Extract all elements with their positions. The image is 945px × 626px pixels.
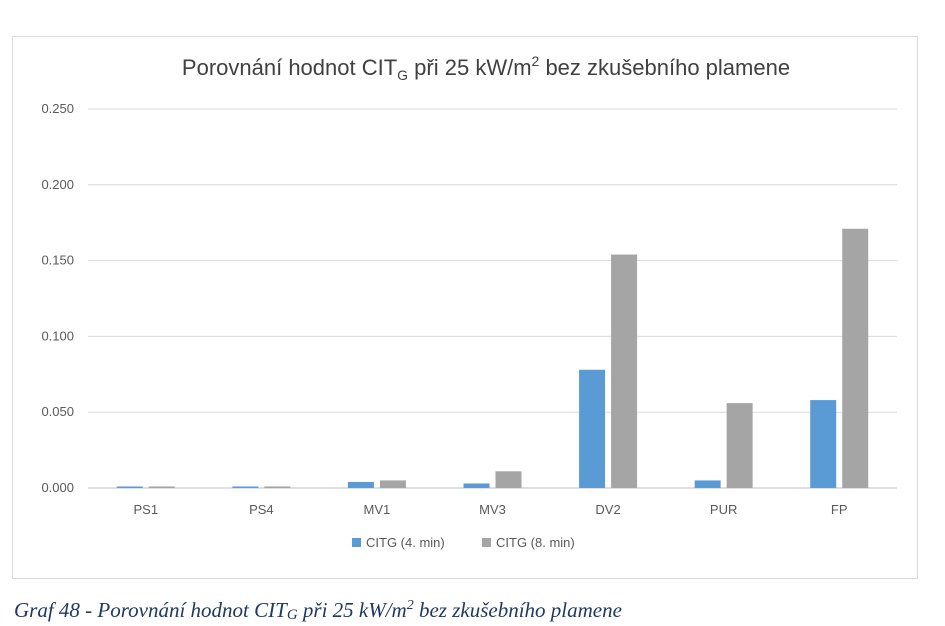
x-tick-label: FP: [831, 502, 848, 517]
bar-mv3-series-2: [495, 471, 522, 488]
y-axis-ticks: 0.000 0.050 0.100 0.150 0.200 0.250: [41, 101, 74, 495]
gridlines: [88, 108, 897, 489]
figure-caption: Graf 48 - Porovnání hodnot CITG při 25 k…: [14, 598, 622, 623]
bar-ps1-series-2: [148, 486, 175, 488]
legend-label: CITG (8. min): [496, 535, 575, 550]
bar-mv1-series-1: [347, 481, 374, 488]
bar-ps4-series-2: [264, 486, 291, 488]
bar-pur-series-1: [694, 480, 721, 488]
bar-fp-series-2: [842, 228, 869, 489]
bar-mv3-series-1: [463, 483, 490, 488]
x-tick-label: MV1: [364, 502, 391, 517]
x-tick-label: PUR: [710, 502, 737, 517]
bar-pur-series-2: [726, 403, 753, 488]
legend: CITG (4. min) CITG (8. min): [352, 535, 575, 550]
legend-swatch: [352, 538, 361, 547]
bar-ps1-series-1: [116, 486, 143, 488]
bar-mv1-series-2: [379, 480, 406, 488]
bars: [116, 228, 869, 489]
legend-label: CITG (4. min): [366, 535, 445, 550]
x-axis-ticks: PS1 PS4 MV1 MV3 DV2 PUR FP: [133, 502, 847, 517]
chart-title: Porovnání hodnot CITG při 25 kW/m2 bez z…: [182, 53, 790, 83]
bar-dv2-series-2: [611, 254, 638, 488]
y-tick-label: 0.000: [41, 480, 74, 495]
y-tick-label: 0.100: [41, 328, 74, 343]
x-tick-label: DV2: [595, 502, 620, 517]
bar-fp-series-1: [810, 400, 837, 488]
bar-dv2-series-1: [579, 369, 606, 488]
x-tick-label: PS1: [133, 502, 158, 517]
chart-area: Porovnání hodnot CITG při 25 kW/m2 bez z…: [12, 36, 918, 579]
y-tick-label: 0.200: [41, 177, 74, 192]
x-tick-label: PS4: [249, 502, 274, 517]
y-tick-label: 0.050: [41, 404, 74, 419]
x-tick-label: MV3: [479, 502, 506, 517]
y-tick-label: 0.250: [41, 101, 74, 116]
legend-swatch: [482, 538, 491, 547]
bar-chart: Porovnání hodnot CITG při 25 kW/m2 bez z…: [41, 53, 897, 550]
bar-ps4-series-1: [232, 486, 259, 488]
y-tick-label: 0.150: [41, 253, 74, 268]
